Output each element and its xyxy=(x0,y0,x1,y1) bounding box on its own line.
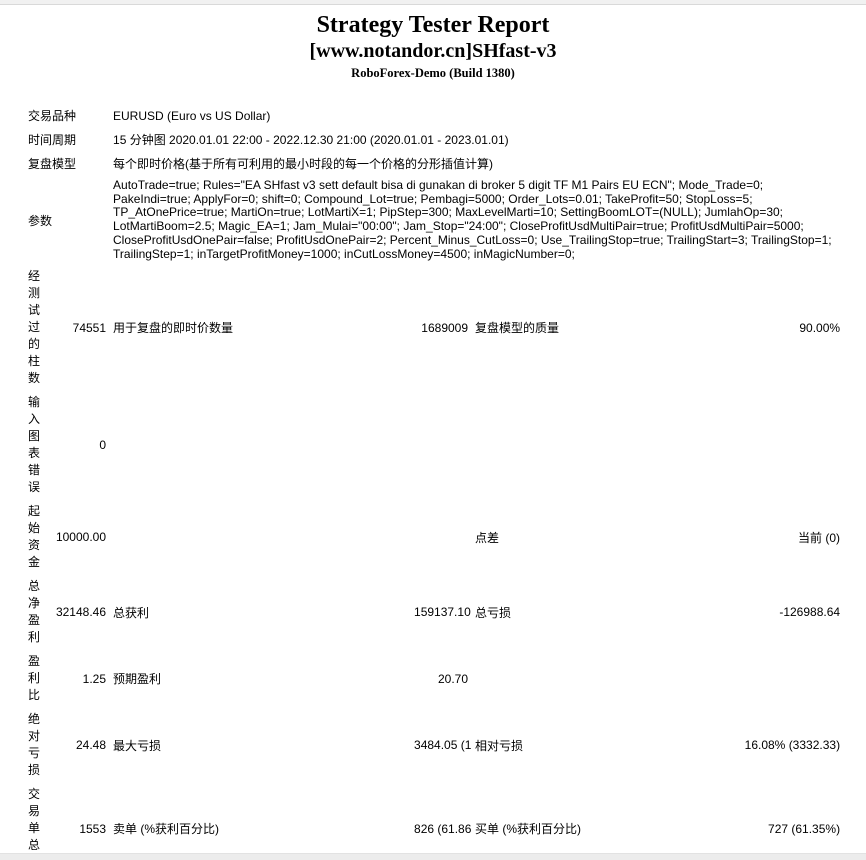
total-net-profit-label: 总净盈利 xyxy=(28,579,41,645)
short-positions-label: 卖单 (%获利百分比) xyxy=(113,822,220,837)
report-header: Strategy Tester Report [www.notandor.cn]… xyxy=(0,0,866,81)
model-value: 每个即时价格(基于所有可利用的最小时段的每一个价格的分形插值计算) xyxy=(113,157,494,171)
parameters-value: AutoTrade=true; Rules="EA SHfast v3 sett… xyxy=(110,176,843,264)
parameters-row: 参数 AutoTrade=true; Rules="EA SHfast v3 s… xyxy=(25,176,843,264)
expected-payoff-label: 预期盈利 xyxy=(113,672,162,687)
parameters-line: TP_AtOnePrice=true; MartiOn=true; LotMar… xyxy=(113,205,784,220)
ticks-modelled-label: 用于复盘的即时价数量 xyxy=(113,321,234,336)
empty-cell xyxy=(110,391,843,499)
period-row: 时间周期 15 分钟图 2020.01.01 22:00 - 2022.12.3… xyxy=(25,128,843,151)
total-net-profit-value: 32148.46 xyxy=(55,605,107,620)
mismatched-errors-value: 0 xyxy=(99,438,107,453)
relative-drawdown-value: 16.08% (3332.33) xyxy=(744,738,841,753)
empty-cell xyxy=(708,650,843,707)
gross-loss-label: 总亏损 xyxy=(475,605,512,620)
viewport-bottom-edge xyxy=(0,853,866,860)
absolute-drawdown-row: 绝对亏损 24.48 最大亏损 3484.05 (15.89%) 相对亏损 16… xyxy=(25,708,843,782)
relative-drawdown-label: 相对亏损 xyxy=(475,738,524,753)
total-trades-label: 交易单总计 xyxy=(28,787,41,860)
maximal-drawdown-value: 3484.05 (15.89%) xyxy=(414,738,472,753)
absolute-drawdown-value: 24.48 xyxy=(75,738,107,753)
symbol-row: 交易品种 EURUSD (Euro vs US Dollar) xyxy=(25,104,843,127)
bars-tested-label: 经测试过的柱数 xyxy=(28,269,41,386)
ticks-modelled-value: 1689009 xyxy=(421,320,469,335)
long-positions-label: 买单 (%获利百分比) xyxy=(475,822,582,837)
empty-cell xyxy=(110,500,410,574)
mismatched-errors-label: 输入图表错误 xyxy=(28,395,41,495)
profit-factor-row: 盈利比 1.25 预期盈利 20.70 xyxy=(25,650,843,707)
empty-cell xyxy=(472,650,707,707)
short-positions-value: 826 (61.86%) xyxy=(414,821,472,836)
spread-label: 点差 xyxy=(475,530,500,545)
mismatched-errors-row: 输入图表错误 0 xyxy=(25,391,843,499)
parameters-line: CloseProfitUsdOnePair=false; ProfitUsdOn… xyxy=(113,232,832,247)
total-trades-value: 1553 xyxy=(79,821,107,836)
maximal-drawdown-label: 最大亏损 xyxy=(113,738,162,753)
viewport-top-edge xyxy=(0,0,866,5)
symbol-value: EURUSD (Euro vs US Dollar) xyxy=(113,108,271,123)
bars-tested-value: 74551 xyxy=(72,320,107,335)
parameters-line: AutoTrade=true; Rules="EA SHfast v3 sett… xyxy=(113,178,764,192)
total-net-profit-row: 总净盈利 32148.46 总获利 159137.10 总亏损 -126988.… xyxy=(25,575,843,649)
long-positions-value: 727 (61.35%) xyxy=(768,821,841,836)
period-value: 15 分钟图 2020.01.01 22:00 - 2022.12.30 21:… xyxy=(113,133,509,147)
period-label: 时间周期 xyxy=(28,133,77,147)
parameters-line: LotMartiBoom=2.5; Magic_EA=1; Jam_Mulai=… xyxy=(113,219,804,234)
parameters-label: 参数 xyxy=(28,213,53,228)
gross-profit-value: 159137.10 xyxy=(414,605,471,620)
initial-deposit-label: 起始资金 xyxy=(28,504,41,570)
report-table: 交易品种 EURUSD (Euro vs US Dollar) 时间周期 15 … xyxy=(24,103,844,860)
modelling-quality-value: 90.00% xyxy=(799,320,841,335)
absolute-drawdown-label: 绝对亏损 xyxy=(28,712,41,778)
profit-factor-value: 1.25 xyxy=(82,671,107,686)
report-title: Strategy Tester Report xyxy=(316,12,550,38)
report-server-build: RoboForex-Demo (Build 1380) xyxy=(351,66,515,80)
gross-loss-value: -126988.64 xyxy=(779,605,841,620)
model-label: 复盘模型 xyxy=(28,157,77,171)
report-subtitle: [www.notandor.cn]SHfast-v3 xyxy=(309,40,557,62)
model-row: 复盘模型 每个即时价格(基于所有可利用的最小时段的每一个价格的分形插值计算) xyxy=(25,152,843,175)
parameters-line: TrailingStep=1; inTargetProfitMoney=1000… xyxy=(113,246,575,261)
modelling-quality-label: 复盘模型的质量 xyxy=(475,321,560,336)
profit-factor-label: 盈利比 xyxy=(28,654,41,703)
empty-cell xyxy=(411,500,471,574)
initial-deposit-row: 起始资金 10000.00 点差 当前 (0) xyxy=(25,500,843,574)
initial-deposit-value: 10000.00 xyxy=(55,530,107,545)
expected-payoff-value: 20.70 xyxy=(437,671,469,686)
parameters-line: PakeIndi=true; ApplyFor=0; shift=0; Comp… xyxy=(113,191,753,206)
bars-tested-row: 经测试过的柱数 74551 用于复盘的即时价数量 1689009 复盘模型的质量… xyxy=(25,265,843,390)
symbol-label: 交易品种 xyxy=(28,109,77,123)
spread-value: 当前 (0) xyxy=(798,530,841,545)
gross-profit-label: 总获利 xyxy=(113,605,150,620)
total-trades-row: 交易单总计 1553 卖单 (%获利百分比) 826 (61.86%) 买单 (… xyxy=(25,783,843,860)
